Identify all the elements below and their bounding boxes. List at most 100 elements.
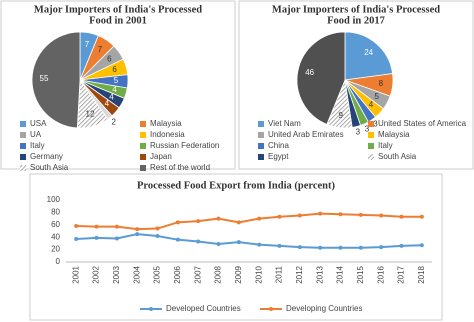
data-label: 8	[379, 79, 384, 88]
pie-slice	[31, 31, 81, 129]
data-label: 3	[365, 124, 370, 133]
x-tick-label: 2010	[254, 265, 263, 283]
y-tick-label: 100	[47, 195, 61, 204]
legend-swatch	[20, 165, 26, 171]
data-label: 24	[364, 48, 373, 57]
legend-swatch	[368, 132, 374, 138]
line-point	[419, 214, 424, 219]
legend-label: South Asia	[378, 152, 417, 161]
line-point	[297, 245, 302, 250]
line-point	[175, 237, 180, 242]
x-tick-label: 2011	[275, 265, 284, 283]
x-tick-label: 2003	[112, 265, 121, 283]
data-label: 4	[112, 85, 117, 94]
x-tick-label: 2002	[92, 265, 101, 283]
legend-swatch	[140, 132, 146, 138]
legend-swatch	[20, 132, 26, 138]
legend-label: Egypt	[268, 152, 289, 161]
line-point	[216, 216, 221, 221]
y-tick-label: 60	[51, 220, 60, 229]
legend-label: UA	[30, 130, 42, 139]
y-tick-label: 20	[51, 245, 60, 254]
x-tick-label: 2013	[315, 265, 324, 283]
data-label: 5	[374, 92, 379, 101]
x-tick-label: 2014	[336, 265, 345, 283]
legend-label: China	[268, 141, 289, 150]
line-point	[94, 224, 99, 229]
line-point	[135, 227, 140, 232]
line-point	[155, 233, 160, 238]
legend-label: Malaysia	[150, 119, 182, 128]
panel	[0, 0, 236, 170]
line-point	[257, 216, 262, 221]
legend-swatch	[269, 307, 273, 311]
line-point	[114, 224, 119, 229]
chart-title: Major Importers of India's Processed	[272, 4, 440, 15]
x-tick-label: 2007	[193, 265, 202, 283]
legend-swatch	[258, 143, 264, 149]
chart-title: Major Importers of India's Processed	[34, 4, 202, 15]
line-point	[155, 226, 160, 231]
line-point	[379, 245, 384, 250]
legend-swatch	[258, 121, 264, 127]
data-label: 6	[107, 54, 112, 63]
legend-label: Viet Nam	[268, 119, 301, 128]
line-point	[318, 245, 323, 250]
line-point	[399, 214, 404, 219]
line-point	[277, 243, 282, 248]
legend-swatch	[368, 154, 374, 160]
legend-label: Italy	[378, 141, 393, 150]
panel	[29, 173, 443, 321]
chart-title: Processed Food Export from India (percen…	[137, 180, 336, 191]
x-tick-label: 2015	[356, 265, 365, 283]
line-point	[358, 212, 363, 217]
legend-label: Developed Countries	[166, 304, 241, 313]
line-point	[419, 243, 424, 248]
line-point	[399, 243, 404, 248]
line-point	[196, 239, 201, 244]
data-label: 2	[111, 117, 116, 126]
data-label: 7	[85, 40, 90, 49]
line-point	[236, 220, 241, 225]
legend-label: Japan	[150, 152, 172, 161]
chart-title: Food in 2017	[327, 15, 385, 26]
data-label: 7	[98, 45, 103, 54]
line-point	[135, 232, 140, 237]
x-tick-label: 2006	[173, 265, 182, 283]
line-point	[74, 224, 79, 229]
x-tick-label: 2005	[153, 265, 162, 283]
line-point	[175, 220, 180, 225]
line-point	[297, 213, 302, 218]
legend-label: Russian Federation	[150, 141, 219, 150]
data-label: 5	[114, 76, 119, 85]
legend-swatch	[20, 121, 26, 127]
chart-title: Food in 2001	[89, 15, 147, 26]
line-point	[338, 245, 343, 250]
y-tick-label: 80	[51, 208, 60, 217]
x-tick-label: 2016	[376, 265, 385, 283]
legend-label: USA	[30, 119, 47, 128]
data-label: 4	[105, 99, 110, 108]
legend-swatch	[258, 132, 264, 138]
legend-swatch	[368, 121, 374, 127]
data-label: 12	[86, 110, 95, 119]
line-series	[76, 212, 422, 231]
pie-slice	[296, 31, 346, 125]
legend-label: South Asia	[30, 163, 69, 172]
legend-label: Rest of the world	[150, 163, 210, 172]
legend-label: Germany	[30, 152, 63, 161]
data-label: 3	[356, 128, 361, 137]
legend-label: Developing Countries	[286, 304, 363, 313]
line-point	[318, 211, 323, 216]
line-point	[257, 242, 262, 247]
data-label: 4	[369, 100, 374, 109]
line-point	[114, 236, 119, 241]
legend-swatch	[258, 154, 264, 160]
legend-label: Indonesia	[150, 130, 185, 139]
x-tick-label: 2017	[397, 265, 406, 283]
data-label: 3	[373, 120, 378, 129]
legend-label: Malaysia	[378, 130, 410, 139]
legend-swatch	[140, 121, 146, 127]
line-point	[74, 237, 79, 242]
